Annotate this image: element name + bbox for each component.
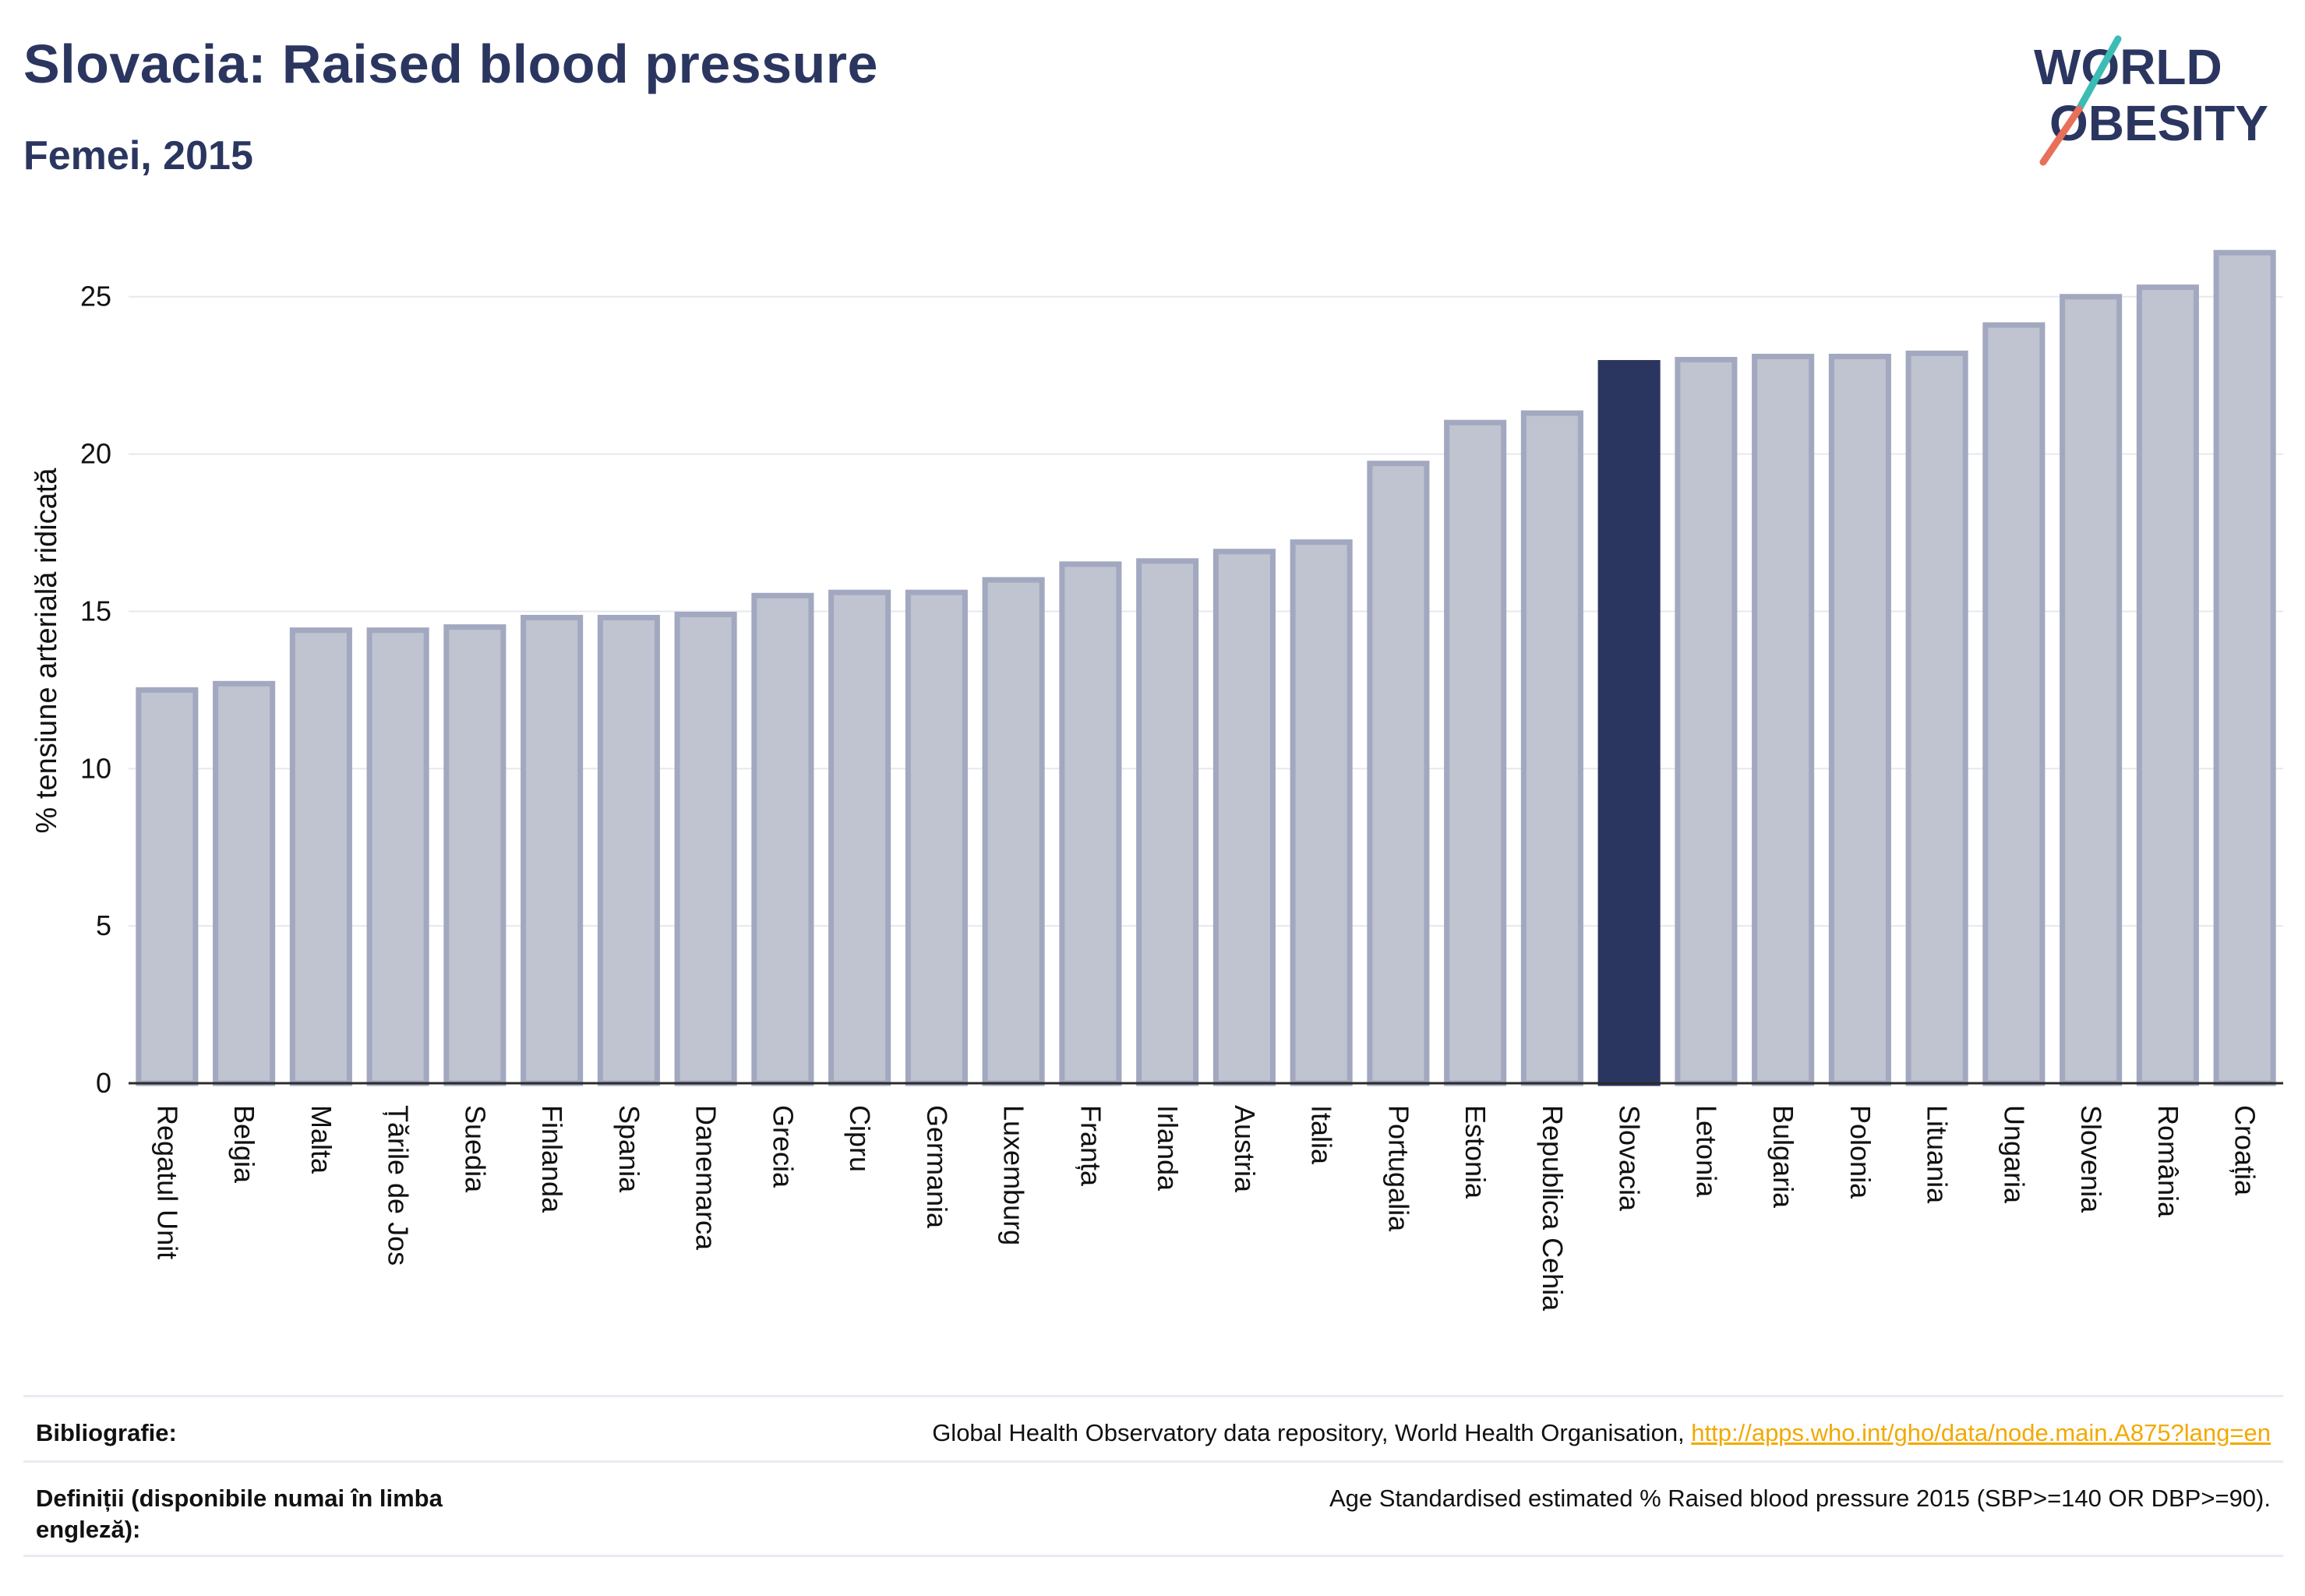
bar-chart: 0 5 10 15 20 25 Regatul Unit Belgia Malta Țările …	[30, 249, 2283, 1312]
chart-subtitle: Femei, 2015	[23, 133, 253, 178]
bar-grecia	[751, 592, 814, 1086]
axes: 0 5 10 15 20 25 Regatul Unit Belgia Malta Țările …	[80, 281, 2283, 1312]
x-tick-label: Țările de Jos	[383, 1105, 415, 1266]
x-tick-label: Cipru	[844, 1105, 876, 1172]
y-tick-label: 25	[80, 281, 111, 312]
x-tick-label: Luxemburg	[998, 1105, 1030, 1245]
x-tick-label: Spania	[613, 1105, 645, 1193]
bibliography-row: Bibliografie: Global Health Observatory …	[23, 1395, 2283, 1460]
x-tick-label: Malta	[305, 1105, 337, 1174]
logo-line1: WORLD	[2034, 39, 2222, 95]
x-tick-label: Slovacia	[1614, 1105, 1646, 1212]
bar-slovacia	[1597, 360, 1661, 1086]
bar-franța	[1059, 561, 1122, 1086]
x-tick-label: Belgia	[228, 1105, 260, 1184]
y-tick-label: 5	[96, 909, 111, 941]
bar-regatul-unit	[136, 687, 199, 1086]
x-tick-label: Irlanda	[1152, 1105, 1184, 1192]
x-tick-label: Letonia	[1690, 1105, 1722, 1198]
x-tick-label: Bulgaria	[1767, 1105, 1799, 1209]
definitions-text: Age Standardised estimated % Raised bloo…	[1329, 1485, 2271, 1512]
y-tick-label: 20	[80, 438, 111, 470]
x-tick-label: Ungaria	[1998, 1105, 2030, 1204]
bar-slovenia	[2060, 294, 2123, 1086]
y-tick-label: 15	[80, 595, 111, 627]
bibliography-text: Global Health Observatory data repositor…	[932, 1419, 1692, 1446]
bar-germania	[905, 589, 968, 1086]
bar-austria	[1213, 549, 1276, 1086]
bar-republica-cehia	[1520, 410, 1583, 1086]
y-tick-label: 0	[96, 1067, 111, 1099]
x-tick-label: Danemarca	[690, 1105, 722, 1251]
x-tick-label: România	[2152, 1105, 2184, 1218]
bars	[136, 249, 2276, 1086]
chart-title: Slovacia: Raised blood pressure	[23, 34, 878, 94]
x-tick-label: Polonia	[1844, 1105, 1876, 1199]
bar-croația	[2213, 249, 2276, 1086]
logo-slash-coral	[2039, 105, 2083, 166]
x-tick-label: Estonia	[1460, 1105, 1491, 1199]
definitions-row: Definiții (disponibile numai în limba en…	[23, 1460, 2283, 1557]
x-tick-label: Portugalia	[1382, 1105, 1414, 1232]
x-tick-label: Regatul Unit	[151, 1105, 183, 1259]
bar-spania	[597, 615, 660, 1086]
bar-țările-de-jos	[366, 627, 429, 1086]
bar-luxemburg	[982, 577, 1045, 1086]
x-tick-label: Franța	[1075, 1105, 1107, 1187]
x-tick-label: Suedia	[459, 1105, 491, 1193]
world-obesity-logo: WORLD OBESITY	[2034, 35, 2268, 166]
x-tick-label: Croația	[2229, 1105, 2261, 1196]
x-tick-label: Lituania	[1922, 1105, 1954, 1204]
bar-portugalia	[1367, 461, 1430, 1086]
bibliography-value: Global Health Observatory data repositor…	[932, 1418, 2271, 1449]
x-tick-label: Finlanda	[536, 1105, 568, 1213]
y-tick-label: 10	[80, 752, 111, 784]
logo-line2: OBESITY	[2049, 95, 2268, 151]
bar-letonia	[1675, 356, 1738, 1086]
bar-danemarca	[674, 611, 737, 1086]
x-tick-label: Austria	[1229, 1105, 1261, 1193]
x-tick-label: Italia	[1306, 1105, 1338, 1165]
bar-lituania	[1905, 350, 1968, 1086]
bar-finlanda	[521, 615, 584, 1086]
bar-estonia	[1444, 419, 1507, 1086]
bar-ungaria	[1982, 322, 2046, 1086]
bar-bulgaria	[1752, 353, 1815, 1086]
definitions-label: Definiții (disponibile numai în limba en…	[36, 1485, 443, 1543]
footer: Bibliografie: Global Health Observatory …	[23, 1395, 2283, 1557]
logo-slash-teal	[2075, 35, 2122, 113]
x-tick-label: Germania	[921, 1105, 953, 1229]
bar-irlanda	[1136, 558, 1199, 1086]
x-tick-label: Grecia	[767, 1105, 799, 1188]
bar-suedia	[443, 624, 507, 1086]
x-tick-label: Republica Cehia	[1537, 1105, 1569, 1312]
bibliography-label: Bibliografie:	[36, 1419, 177, 1446]
bar-italia	[1290, 539, 1353, 1086]
x-tick-label: Slovenia	[2075, 1105, 2107, 1213]
y-axis-label: % tensiune arterială ridicată	[30, 468, 63, 834]
bar-cipru	[828, 589, 891, 1086]
bar-românia	[2136, 284, 2199, 1086]
bar-belgia	[213, 680, 276, 1086]
bibliography-link[interactable]: http://apps.who.int/gho/data/node.main.A…	[1691, 1419, 2271, 1446]
bar-polonia	[1828, 353, 1891, 1086]
bar-malta	[289, 627, 352, 1086]
